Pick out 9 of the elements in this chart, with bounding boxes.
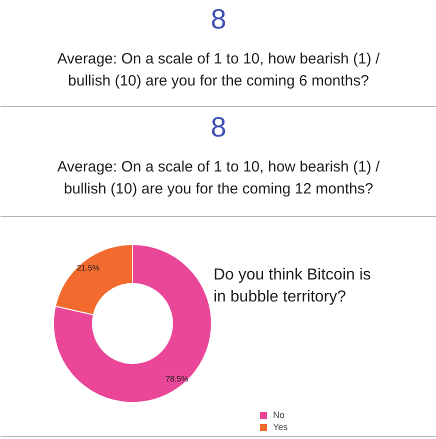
data-label: 21.5% (76, 264, 100, 273)
text: Average: On a scale of 1 to 10, how bearish (1) / bullish (10) are you for the coming 12 months? (57, 158, 381, 198)
legend-label: Yes (273, 422, 289, 432)
data-label: 8 (210, 112, 226, 142)
text: Average: On a scale of 1 to 10, how bearish (1) / bullish (10) are you for the coming 6 months? (57, 50, 381, 90)
legend-label: No (273, 410, 286, 420)
data-label: 78.5% (166, 374, 188, 384)
data-label: 8 (210, 4, 226, 34)
text: Do you think Bitcoin is in bubble territory? (214, 266, 371, 306)
